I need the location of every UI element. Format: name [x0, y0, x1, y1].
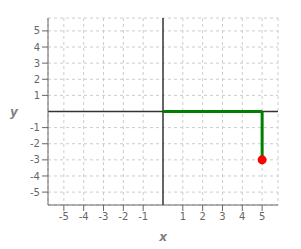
svg-text:x: x: [158, 230, 168, 241]
svg-text:4: 4: [34, 42, 40, 53]
svg-text:3: 3: [34, 58, 40, 69]
svg-text:3: 3: [219, 211, 225, 222]
svg-text:-4: -4: [30, 171, 40, 182]
svg-text:1: 1: [34, 90, 40, 101]
svg-text:-2: -2: [30, 138, 40, 149]
svg-text:-4: -4: [79, 211, 89, 222]
svg-text:5: 5: [34, 25, 40, 36]
svg-text:4: 4: [239, 211, 245, 222]
svg-text:-5: -5: [59, 211, 69, 222]
svg-text:-2: -2: [118, 211, 128, 222]
svg-text:5: 5: [259, 211, 265, 222]
svg-text:1: 1: [180, 211, 186, 222]
svg-text:y: y: [10, 105, 19, 119]
svg-text:-5: -5: [30, 187, 40, 198]
svg-text:2: 2: [34, 74, 40, 85]
svg-text:-3: -3: [30, 154, 40, 165]
svg-text:-1: -1: [30, 122, 40, 133]
svg-text:-1: -1: [138, 211, 148, 222]
svg-text:-3: -3: [99, 211, 109, 222]
svg-text:2: 2: [199, 211, 205, 222]
